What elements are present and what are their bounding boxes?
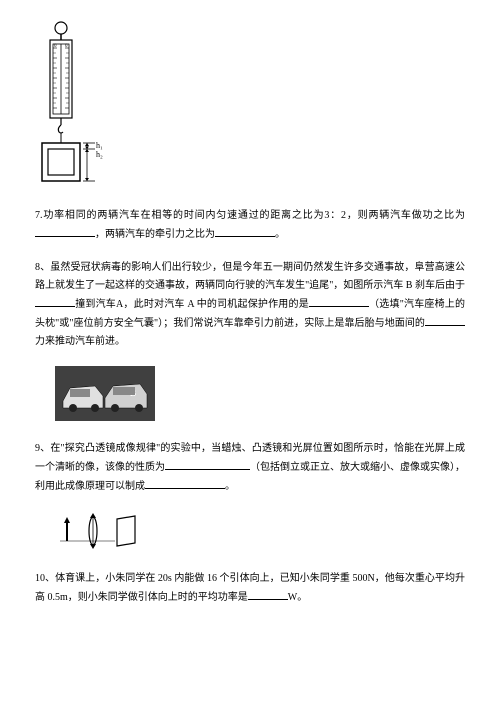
question-9: 9、在"探究凸透镜成像规律"的实验中，当蜡烛、凸透镜和光屏位置如图所示时，恰能在… [35,440,465,496]
q8-blank-3 [425,314,465,326]
q7-tail: ，两辆汽车的牵引力之比为 [95,229,215,240]
svg-text:h₁: h₁ [96,141,103,150]
svg-text:h₂: h₂ [96,150,103,159]
question-10: 10、体育课上，小朱同学在 20s 内能做 16 个引体向上，已知小朱同学重 5… [35,570,465,607]
q8-blank-2 [309,295,369,307]
q10-blank-1 [248,588,288,600]
q10-text2: W。 [288,592,307,603]
lens-figure [55,511,465,558]
q8-text1: 8、虽然受冠状病毒的影响人们出行较少，但是今年五一期间仍然发生许多交通事故，阜营… [35,262,465,291]
q8-blank-1 [35,295,75,307]
q7-blank-2 [215,225,275,237]
q8-text4: 力来推动汽车前进。 [35,336,125,347]
q7-end: 。 [275,229,285,240]
q7-blank-1 [35,225,95,237]
q9-text3: 。 [225,481,235,492]
q9-blank-2 [145,477,225,489]
spring-scale-figure: 0 0 h₁ h₂ [40,20,465,192]
question-8: 8、虽然受冠状病毒的影响人们出行较少，但是今年五一期间仍然发生许多交通事故，阜营… [35,259,465,351]
q7-text: 7.功率相同的两辆汽车在相等的时间内匀速通过的距离之比为3：2，则两辆汽车做功之… [35,210,465,221]
question-7: 7.功率相同的两辆汽车在相等的时间内匀速通过的距离之比为3：2，则两辆汽车做功之… [35,207,465,244]
q8-text2: 撞到汽车A，此时对汽车 A 中的司机起保护作用的是 [75,299,309,310]
car-collision-figure: B [55,366,465,428]
q9-blank-1 [165,458,250,470]
